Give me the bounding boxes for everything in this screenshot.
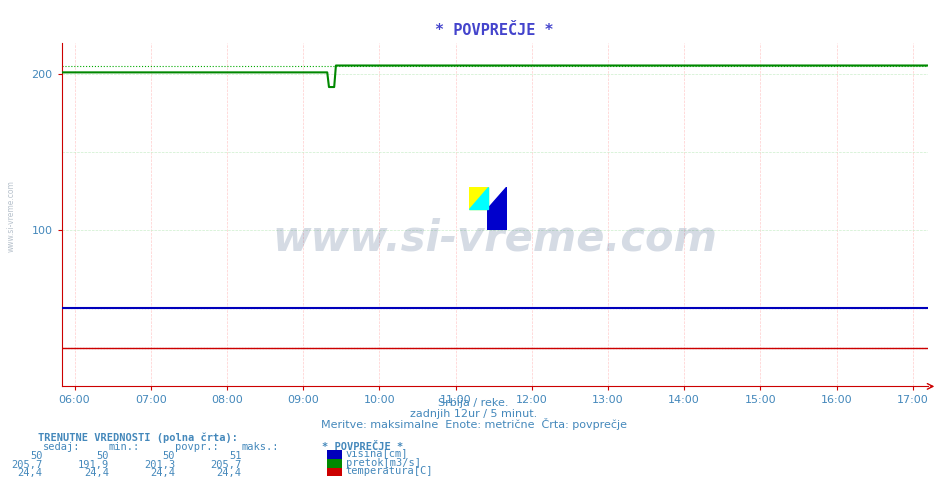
Text: 201,3: 201,3: [144, 459, 175, 469]
Text: temperatura[C]: temperatura[C]: [346, 466, 433, 476]
Text: * POVPREČJE *: * POVPREČJE *: [322, 442, 403, 452]
Text: Meritve: maksimalne  Enote: metrične  Črta: povprečje: Meritve: maksimalne Enote: metrične Črta…: [320, 418, 627, 430]
Text: TRENUTNE VREDNOSTI (polna črta):: TRENUTNE VREDNOSTI (polna črta):: [38, 432, 238, 443]
Text: 50: 50: [97, 451, 109, 461]
Text: višina[cm]: višina[cm]: [346, 448, 408, 459]
Text: www.si-vreme.com: www.si-vreme.com: [7, 180, 16, 252]
Text: pretok[m3/s]: pretok[m3/s]: [346, 457, 420, 468]
Text: maks.:: maks.:: [241, 442, 279, 452]
Text: 205,7: 205,7: [11, 459, 43, 469]
Text: 24,4: 24,4: [217, 468, 241, 478]
Text: 24,4: 24,4: [84, 468, 109, 478]
Text: 51: 51: [229, 451, 241, 461]
Text: 50: 50: [163, 451, 175, 461]
Text: zadnjih 12ur / 5 minut.: zadnjih 12ur / 5 minut.: [410, 408, 537, 419]
Text: povpr.:: povpr.:: [175, 442, 219, 452]
Text: sedaj:: sedaj:: [43, 442, 80, 452]
Text: 24,4: 24,4: [151, 468, 175, 478]
Text: 24,4: 24,4: [18, 468, 43, 478]
Text: min.:: min.:: [109, 442, 140, 452]
Text: 191,9: 191,9: [78, 459, 109, 469]
Polygon shape: [469, 187, 488, 209]
Text: 50: 50: [30, 451, 43, 461]
Text: www.si-vreme.com: www.si-vreme.com: [273, 218, 717, 260]
Polygon shape: [488, 187, 507, 230]
Title: * POVPREČJE *: * POVPREČJE *: [436, 23, 554, 38]
Polygon shape: [469, 187, 488, 209]
Text: Srbija / reke.: Srbija / reke.: [438, 397, 509, 408]
Text: 205,7: 205,7: [210, 459, 241, 469]
